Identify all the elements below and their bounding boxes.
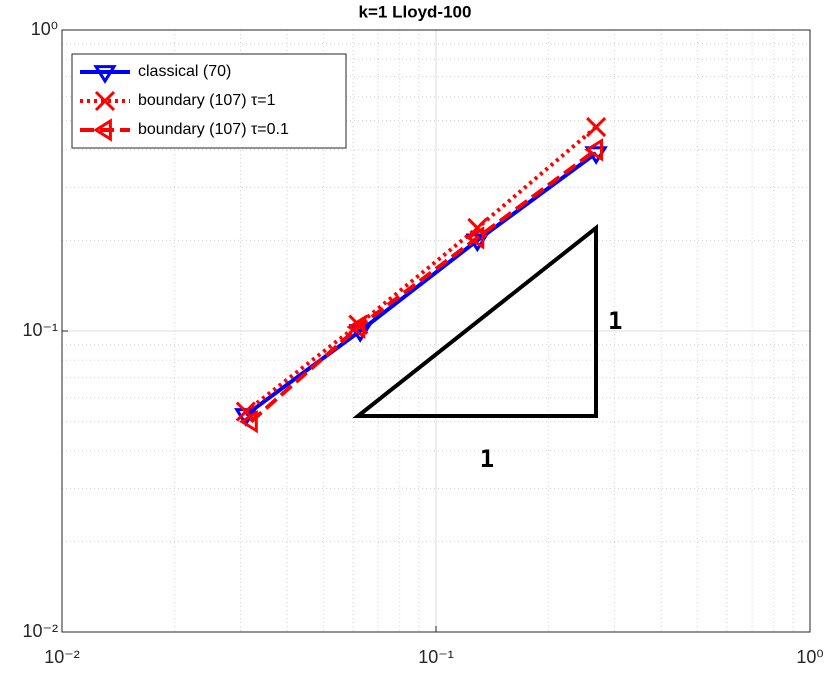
marker bbox=[235, 401, 256, 422]
y-tick-label: 10⁰ bbox=[31, 19, 58, 39]
marker bbox=[346, 315, 366, 339]
y-tick-label: 10⁻² bbox=[22, 621, 58, 641]
legend-label: classical (70) bbox=[138, 63, 231, 80]
line bbox=[249, 148, 598, 424]
marker bbox=[93, 65, 117, 84]
marker bbox=[465, 226, 485, 250]
annotation: 1 bbox=[480, 445, 494, 473]
annotation: 1 bbox=[608, 307, 622, 335]
x-tick-label: 10⁻¹ bbox=[418, 647, 454, 667]
legend-label: boundary (107) τ=0.1 bbox=[138, 121, 289, 138]
line bbox=[244, 125, 598, 414]
x-tick-label: 10⁰ bbox=[796, 647, 823, 667]
legend-label: boundary (107) τ=1 bbox=[138, 92, 276, 109]
legend: classical (70) boundary (107) τ=1 boundary… bbox=[71, 53, 347, 149]
marker bbox=[94, 90, 116, 112]
line-series bbox=[239, 138, 604, 434]
x-tick-label: 10⁻² bbox=[44, 647, 80, 667]
slope-triangle bbox=[352, 223, 598, 418]
marker bbox=[239, 409, 258, 434]
series bbox=[234, 116, 608, 434]
chart-title: k=1 Lloyd-100 bbox=[359, 2, 472, 21]
y-tick-label: 10⁻¹ bbox=[22, 320, 58, 340]
marker bbox=[584, 138, 604, 162]
line bbox=[244, 151, 598, 417]
marker bbox=[586, 116, 607, 138]
plot-frame bbox=[61, 29, 811, 633]
marker bbox=[93, 118, 112, 142]
